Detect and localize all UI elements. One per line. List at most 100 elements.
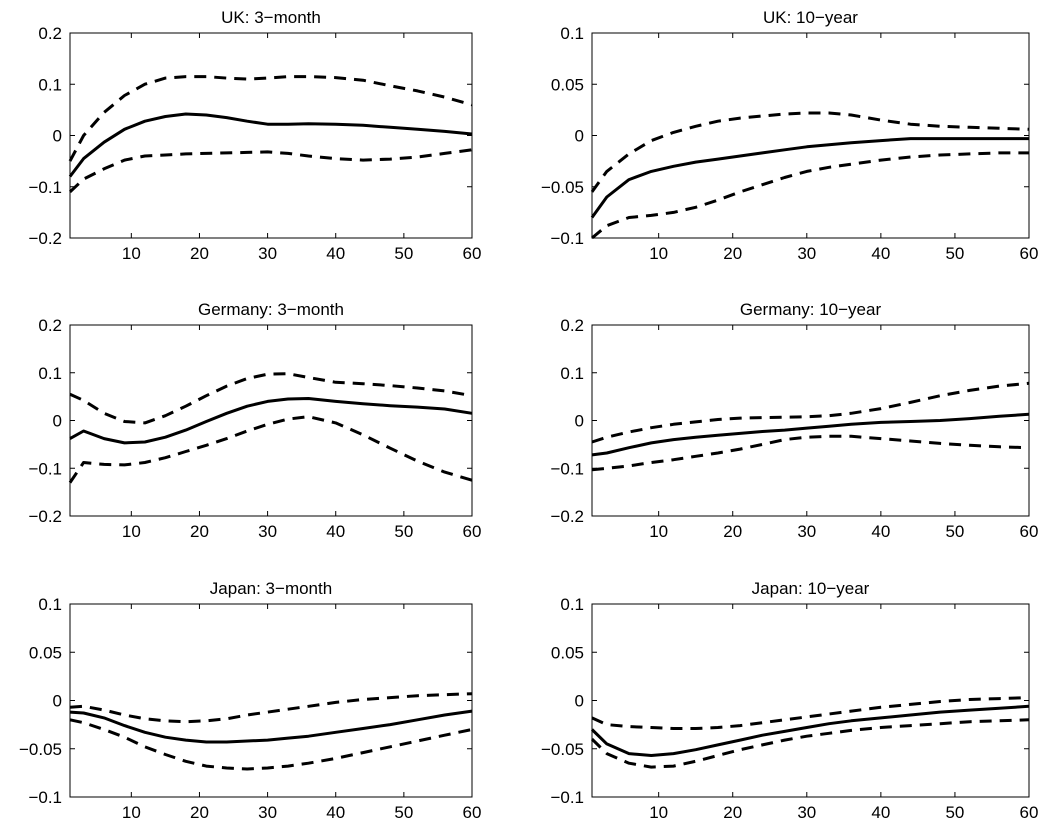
lower-band-line [591, 151, 1029, 240]
y-tick-label: −0.1 [28, 788, 62, 807]
response-line [68, 112, 473, 178]
y-tick-label: 0.1 [38, 364, 62, 383]
axes-frame [591, 32, 1030, 239]
y-tick-label: 0 [53, 692, 62, 711]
response-line [69, 397, 473, 445]
x-tick-label: 20 [190, 522, 209, 541]
y-tick-label: 0.05 [551, 75, 584, 94]
y-tick-label: −0.1 [28, 178, 62, 197]
upper-band-line [591, 381, 1030, 444]
y-tick-label: −0.2 [28, 229, 62, 248]
x-tick-label: 60 [463, 244, 482, 263]
x-tick-label: 10 [649, 244, 668, 263]
upper-band-line [68, 75, 473, 162]
x-tick-label: 60 [463, 803, 482, 822]
y-tick-label: −0.05 [541, 178, 584, 197]
x-tick-label: 50 [394, 522, 413, 541]
x-tick-label: 40 [871, 522, 890, 541]
y-tick-label: 0.1 [38, 75, 62, 94]
y-tick-label: 0.05 [551, 643, 584, 662]
x-tick-label: 10 [122, 522, 141, 541]
upper-band-line [590, 111, 1030, 193]
y-tick-label: 0 [53, 127, 62, 146]
y-tick-label: 0 [53, 412, 62, 431]
lower-band-line [590, 718, 1030, 769]
x-tick-label: 20 [190, 244, 209, 263]
panel-title: Germany: 10−year [740, 300, 882, 319]
x-tick-label: 30 [797, 803, 816, 822]
x-tick-label: 50 [394, 244, 413, 263]
x-tick-label: 30 [797, 244, 816, 263]
y-tick-label: −0.1 [550, 788, 584, 807]
response-line [590, 704, 1030, 757]
axes-frame [69, 32, 473, 239]
y-tick-label: −0.1 [550, 459, 584, 478]
panel-2: UK: 10−year −0.1 −0.05 0 0.05 0.1 10 20 30 40 50 60 [541, 8, 1038, 263]
upper-band-line [69, 372, 473, 425]
upper-band-line [69, 692, 473, 724]
panel-title: Japan: 3−month [210, 579, 332, 598]
x-tick-label: 30 [258, 244, 277, 263]
y-tick-label: −0.2 [28, 507, 62, 526]
x-tick-label: 50 [945, 522, 964, 541]
x-tick-label: 10 [122, 803, 141, 822]
y-tick-label: 0 [575, 412, 584, 431]
x-tick-label: 30 [797, 522, 816, 541]
panel-3: Germany: 3−month −0.2 −0.1 0 0.1 0.2 10 20 30 40 5… [28, 300, 481, 541]
y-tick-label: 0.2 [38, 316, 62, 335]
panel-6: Japan: 10−year −0.1 −0.05 0 0.05 0.1 10 20 30 40 5… [541, 579, 1038, 822]
x-tick-label: 40 [326, 803, 345, 822]
panel-4: Germany: 10−year −0.2 −0.1 0 0.1 0.2 10 20 30 40 5… [550, 300, 1038, 541]
x-tick-label: 60 [1020, 244, 1039, 263]
y-tick-label: −0.1 [550, 229, 584, 248]
response-line [590, 137, 1029, 219]
y-tick-label: 0.2 [38, 24, 62, 43]
y-tick-label: 0 [575, 127, 584, 146]
x-tick-label: 60 [1020, 522, 1039, 541]
y-tick-label: 0.2 [560, 316, 584, 335]
lower-band-line [68, 148, 473, 193]
panel-title: UK: 10−year [763, 8, 858, 27]
y-tick-label: 0.1 [560, 364, 584, 383]
panel-title: UK: 3−month [221, 8, 321, 27]
x-tick-label: 20 [723, 244, 742, 263]
panel-title: Germany: 3−month [198, 300, 344, 319]
x-tick-label: 10 [649, 522, 668, 541]
x-tick-label: 60 [1020, 803, 1039, 822]
axes-frame [591, 603, 1030, 798]
x-tick-label: 20 [190, 803, 209, 822]
lower-band-line [591, 434, 1030, 472]
x-tick-label: 10 [122, 244, 141, 263]
x-tick-label: 40 [326, 522, 345, 541]
panel-5: Japan: 3−month −0.1 −0.05 0 0.05 0.1 10 20 30 40 5… [19, 579, 481, 822]
y-tick-label: 0.1 [560, 595, 584, 614]
y-tick-label: −0.1 [28, 459, 62, 478]
response-line [591, 412, 1030, 457]
x-tick-label: 40 [871, 244, 890, 263]
y-tick-label: −0.2 [550, 507, 584, 526]
x-tick-label: 30 [258, 803, 277, 822]
x-tick-label: 40 [326, 244, 345, 263]
x-tick-label: 50 [945, 244, 964, 263]
y-tick-label: 0.1 [560, 24, 584, 43]
x-tick-label: 20 [723, 522, 742, 541]
x-tick-label: 20 [723, 803, 742, 822]
upper-band-line [591, 696, 1030, 730]
y-tick-label: 0.05 [29, 643, 62, 662]
lower-band-line [68, 415, 473, 484]
x-tick-label: 10 [649, 803, 668, 822]
x-tick-label: 50 [945, 803, 964, 822]
response-line [69, 709, 473, 744]
y-tick-label: 0.1 [38, 595, 62, 614]
x-tick-label: 30 [258, 522, 277, 541]
x-tick-label: 60 [463, 522, 482, 541]
y-tick-label: −0.05 [541, 740, 584, 759]
panel-1: UK: 3−month −0.2 −0.1 0 0.1 0.2 10 20 30 40 50 60 [28, 8, 481, 263]
y-tick-label: −0.05 [19, 740, 62, 759]
y-tick-label: 0 [575, 692, 584, 711]
lower-band-line [69, 718, 473, 771]
x-tick-label: 50 [394, 803, 413, 822]
panel-title: Japan: 10−year [752, 579, 870, 598]
x-tick-label: 40 [871, 803, 890, 822]
